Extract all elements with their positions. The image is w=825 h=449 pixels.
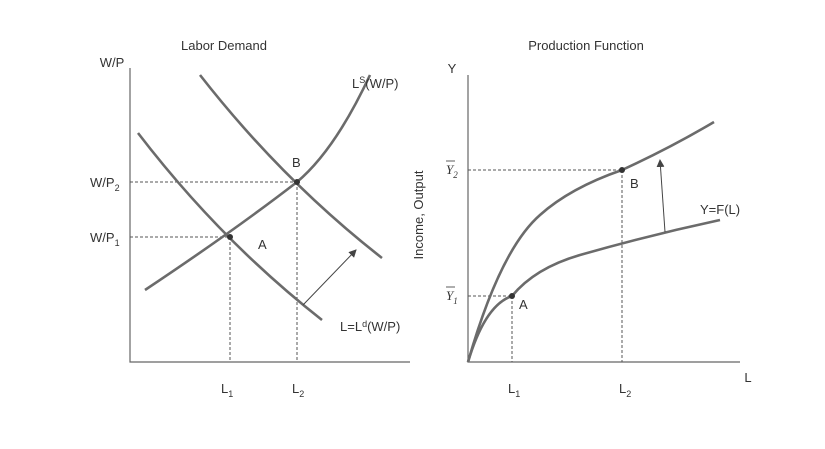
label-rest: (W/P)	[367, 319, 400, 334]
y-tick-label: Y2	[446, 162, 458, 180]
point-a	[509, 293, 515, 299]
panel-title: Production Function	[528, 38, 644, 53]
label-main: L	[352, 76, 359, 91]
point-a	[227, 234, 233, 240]
panel-title: Labor Demand	[181, 38, 267, 53]
x-tick-label: L2	[292, 381, 304, 399]
y-axis-title: Income, Output	[411, 170, 426, 259]
y-axis-label: W/P	[100, 55, 125, 70]
tick-main: W/P	[90, 230, 115, 245]
shift-arrow	[656, 159, 666, 233]
tick-main: L	[508, 381, 515, 396]
tick-main: Y	[446, 288, 455, 303]
point-label: A	[519, 297, 528, 312]
tick-main: L	[221, 381, 228, 396]
point-b	[294, 179, 300, 185]
axes	[467, 75, 740, 363]
production-curve	[466, 218, 721, 363]
tick-main: Y	[446, 162, 455, 177]
y-tick-label: Y1	[446, 288, 458, 306]
tick-sub: 1	[115, 238, 120, 248]
point-b	[619, 167, 625, 173]
production-function-panel: Production Function Y L Income, Output Y…	[411, 38, 752, 399]
labor-demand-panel: Labor Demand W/P W/P2 W/P1 L1 L2 A B LS(…	[90, 38, 410, 399]
tick-sub: 1	[515, 389, 520, 399]
supply-label: LS(W/P)	[352, 75, 398, 91]
x-axis-label: L	[744, 370, 751, 385]
guide-lines	[468, 169, 623, 362]
label-rest: (W/P)	[365, 76, 398, 91]
tick-sub: 2	[453, 170, 458, 180]
tick-sub: 2	[299, 389, 304, 399]
y-tick-label: W/P2	[90, 175, 120, 193]
tick-sub: 2	[626, 389, 631, 399]
shift-arrow	[302, 249, 357, 306]
point-label: B	[292, 155, 301, 170]
tick-main: L	[292, 381, 299, 396]
shifted-demand-curve	[198, 74, 383, 260]
shifted-production-curve	[466, 120, 715, 363]
x-tick-label: L2	[619, 381, 631, 399]
curve-label: Y=F(L)	[700, 202, 740, 217]
label-main: L=L	[340, 319, 362, 334]
demand-curve	[136, 132, 323, 322]
guide-lines	[130, 181, 298, 362]
tick-main: W/P	[90, 175, 115, 190]
label-sup: d	[362, 319, 367, 329]
x-tick-label: L1	[508, 381, 520, 399]
tick-main: L	[619, 381, 626, 396]
point-label: B	[630, 176, 639, 191]
y-axis-label: Y	[448, 61, 457, 76]
demand-label: L=Ld(W/P)	[340, 319, 400, 334]
axes	[129, 68, 410, 363]
point-label: A	[258, 237, 267, 252]
x-tick-label: L1	[221, 381, 233, 399]
tick-sub: 1	[453, 296, 458, 306]
tick-sub: 1	[228, 389, 233, 399]
tick-sub: 2	[115, 183, 120, 193]
label-sup: S	[359, 75, 365, 85]
y-tick-label: W/P1	[90, 230, 120, 248]
